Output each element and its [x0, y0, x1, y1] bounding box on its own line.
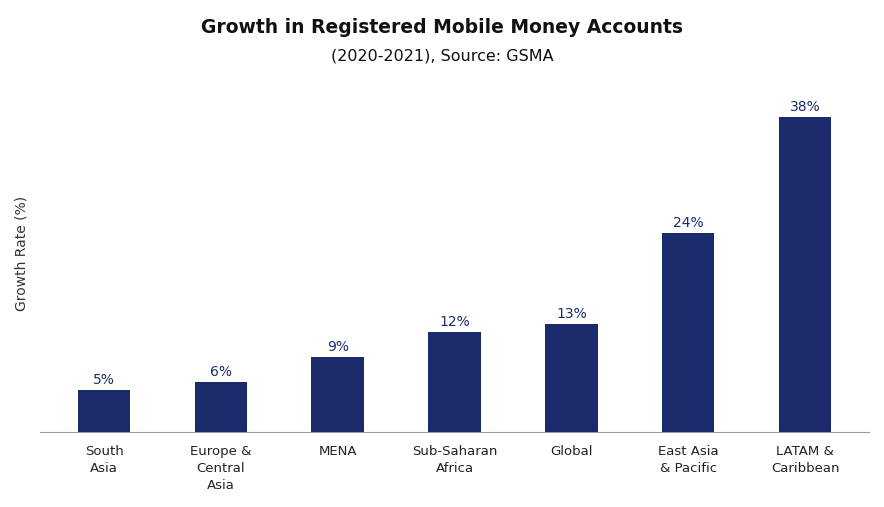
- Text: 5%: 5%: [93, 373, 115, 387]
- Text: 13%: 13%: [556, 307, 587, 321]
- Text: 12%: 12%: [439, 315, 470, 329]
- Bar: [311, 357, 364, 432]
- Y-axis label: Growth Rate (%): Growth Rate (%): [15, 196, 29, 311]
- Bar: [428, 333, 481, 432]
- Text: 24%: 24%: [673, 216, 704, 230]
- Text: Growth in Registered Mobile Money Accounts: Growth in Registered Mobile Money Accoun…: [201, 18, 683, 37]
- Bar: [662, 233, 714, 432]
- Text: 9%: 9%: [327, 340, 348, 354]
- Text: (2020-2021), Source: GSMA: (2020-2021), Source: GSMA: [331, 48, 553, 63]
- Bar: [78, 390, 130, 432]
- Text: 6%: 6%: [210, 365, 232, 379]
- Bar: [194, 382, 248, 432]
- Bar: [545, 324, 598, 432]
- Text: 38%: 38%: [789, 100, 820, 114]
- Bar: [779, 117, 831, 432]
